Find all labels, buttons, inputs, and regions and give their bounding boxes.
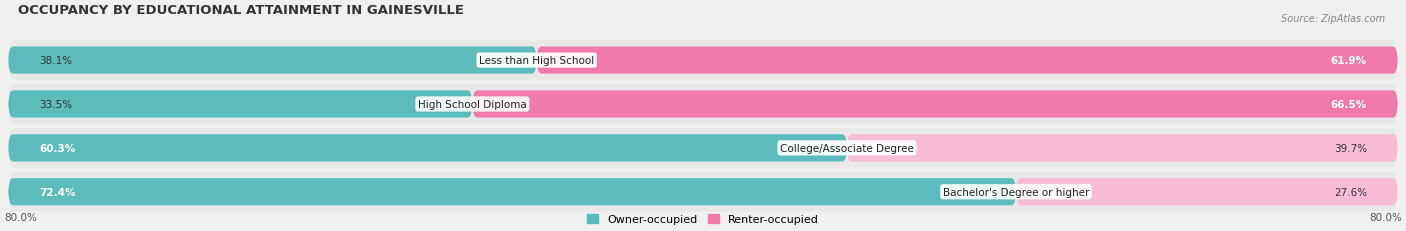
Text: 80.0%: 80.0% [4,212,37,222]
Text: College/Associate Degree: College/Associate Degree [780,143,914,153]
Text: Bachelor's Degree or higher: Bachelor's Degree or higher [943,187,1090,197]
Legend: Owner-occupied, Renter-occupied: Owner-occupied, Renter-occupied [582,210,824,229]
Text: 61.9%: 61.9% [1330,56,1367,66]
Text: Less than High School: Less than High School [479,56,595,66]
Text: 27.6%: 27.6% [1334,187,1367,197]
FancyBboxPatch shape [472,91,1398,118]
Text: 66.5%: 66.5% [1330,100,1367,109]
Text: 39.7%: 39.7% [1334,143,1367,153]
Text: OCCUPANCY BY EDUCATIONAL ATTAINMENT IN GAINESVILLE: OCCUPANCY BY EDUCATIONAL ATTAINMENT IN G… [18,4,464,17]
FancyBboxPatch shape [8,128,1398,168]
Text: Source: ZipAtlas.com: Source: ZipAtlas.com [1281,14,1385,24]
FancyBboxPatch shape [8,135,846,162]
FancyBboxPatch shape [8,91,472,118]
Text: 33.5%: 33.5% [39,100,72,109]
FancyBboxPatch shape [8,172,1398,212]
FancyBboxPatch shape [846,135,1398,162]
FancyBboxPatch shape [1017,178,1398,206]
FancyBboxPatch shape [8,178,1017,206]
FancyBboxPatch shape [537,47,1398,74]
Text: 60.3%: 60.3% [39,143,76,153]
FancyBboxPatch shape [8,41,1398,80]
Text: 72.4%: 72.4% [39,187,76,197]
FancyBboxPatch shape [8,47,537,74]
Text: 80.0%: 80.0% [1369,212,1402,222]
FancyBboxPatch shape [8,85,1398,124]
Text: 38.1%: 38.1% [39,56,72,66]
Text: High School Diploma: High School Diploma [418,100,527,109]
